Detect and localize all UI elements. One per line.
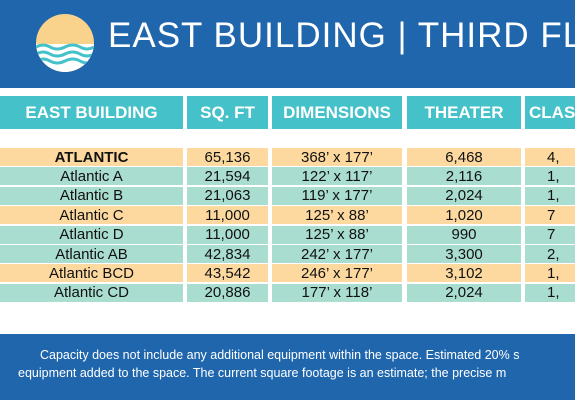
capacity-table: EAST BUILDING SQ. FT DIMENSIONS THEATER CLAS…	[0, 96, 575, 316]
table-cell-sqft: 43,542	[187, 264, 268, 283]
table-cell-sqft: 21,063	[187, 186, 268, 205]
column-header: DIMENSIONS	[272, 96, 402, 129]
table-cell-sqft: 65,136	[187, 148, 268, 166]
table-cell-dims: 368’ x 177’	[272, 148, 402, 166]
table-cell-dims: 242’ x 177’	[272, 245, 402, 263]
table-row: Atlantic AB 42,834 242’ x 177’ 3,300 2,	[0, 245, 575, 263]
table-cell-sqft: 11,000	[187, 225, 268, 244]
table-cell-class: 1,	[525, 283, 575, 302]
table-row: Atlantic B 21,063 119’ x 177’ 2,024 1,	[0, 186, 575, 205]
table-cell-name: Atlantic C	[0, 206, 183, 225]
table-cell-sqft: 42,834	[187, 245, 268, 263]
table-cell-name: ATLANTIC	[0, 148, 183, 166]
table-cell-name: Atlantic BCD	[0, 264, 183, 283]
table-cell-theater: 990	[407, 225, 521, 244]
table-cell-class: 1,	[525, 167, 575, 186]
table-cell-dims: 119’ x 177’	[272, 186, 402, 205]
footer-bar: Capacity does not include any additional…	[0, 334, 575, 400]
table-row: Atlantic D 11,000 125’ x 88’ 990 7	[0, 225, 575, 244]
column-header: EAST BUILDING	[0, 96, 183, 129]
table-header-row: EAST BUILDING SQ. FT DIMENSIONS THEATER CLAS	[0, 96, 575, 129]
table-cell-sqft: 20,886	[187, 283, 268, 302]
table-row: Atlantic BCD 43,542 246’ x 177’ 3,102 1,	[0, 264, 575, 283]
table-cell-dims: 122’ x 117’	[272, 167, 402, 186]
column-header: SQ. FT	[187, 96, 268, 129]
column-header: CLAS	[525, 96, 575, 129]
table-cell-dims: 177’ x 118’	[272, 283, 402, 302]
table-cell-name: Atlantic AB	[0, 245, 183, 263]
table-row: ATLANTIC 65,136 368’ x 177’ 6,468 4,	[0, 148, 575, 166]
table-cell-class: 4,	[525, 148, 575, 166]
table-cell-theater: 1,020	[407, 206, 521, 225]
table-row: Atlantic C 11,000 125’ x 88’ 1,020 7	[0, 206, 575, 225]
table-cell-dims: 125’ x 88’	[272, 225, 402, 244]
table-cell-name: Atlantic CD	[0, 283, 183, 302]
table-cell-name: Atlantic D	[0, 225, 183, 244]
table-cell-class: 7	[525, 206, 575, 225]
table-cell-class: 2,	[525, 245, 575, 263]
table-cell-name: Atlantic A	[0, 167, 183, 186]
table-cell-theater: 2,116	[407, 167, 521, 186]
table-cell-sqft: 11,000	[187, 206, 268, 225]
table-cell-theater: 6,468	[407, 148, 521, 166]
table-cell-class: 1,	[525, 264, 575, 283]
sun-over-waves-icon	[36, 14, 94, 72]
table-cell-sqft: 21,594	[187, 167, 268, 186]
table-row: Atlantic CD 20,886 177’ x 118’ 2,024 1,	[0, 283, 575, 302]
note-line-2: equipment added to the space. The curren…	[18, 366, 507, 380]
table-cell-theater: 3,300	[407, 245, 521, 263]
table-cell-class: 7	[525, 225, 575, 244]
table-cell-dims: 246’ x 177’	[272, 264, 402, 283]
page-title: EAST BUILDING | THIRD FLO	[108, 16, 575, 55]
table-cell-theater: 2,024	[407, 186, 521, 205]
table-cell-name: Atlantic B	[0, 186, 183, 205]
table-cell-theater: 3,102	[407, 264, 521, 283]
table-cell-class: 1,	[525, 186, 575, 205]
column-header: THEATER	[407, 96, 521, 129]
table-cell-theater: 2,024	[407, 283, 521, 302]
table-row: Atlantic A 21,594 122’ x 117’ 2,116 1,	[0, 167, 575, 186]
header-bar: EAST BUILDING | THIRD FLO	[0, 0, 575, 88]
table-cell-dims: 125’ x 88’	[272, 206, 402, 225]
note-line-1: Capacity does not include any additional…	[40, 348, 520, 362]
